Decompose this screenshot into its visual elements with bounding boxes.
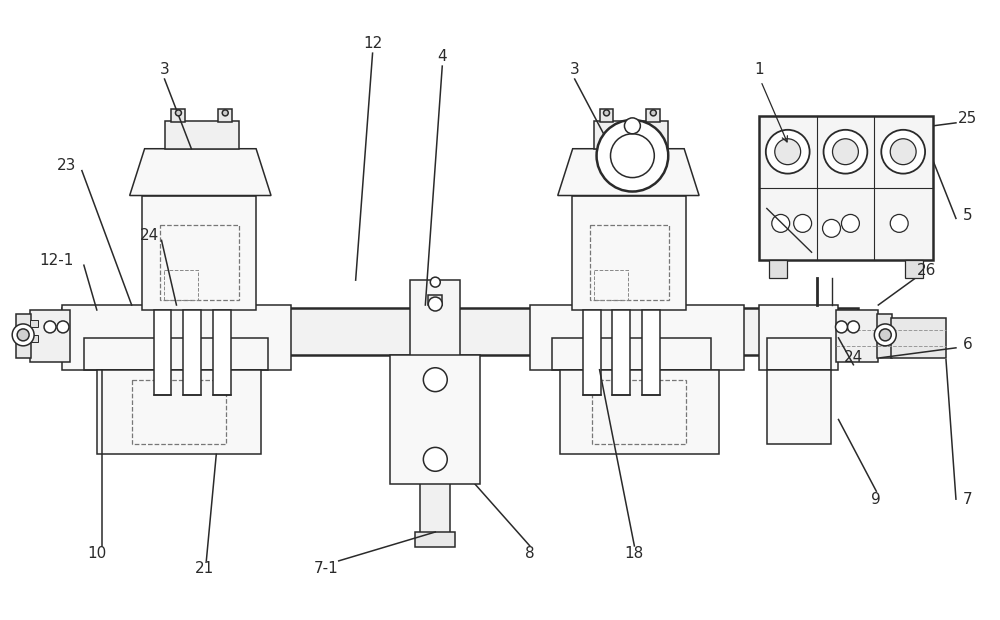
Text: 26: 26 <box>916 263 936 278</box>
Bar <box>165 121 239 149</box>
Bar <box>530 305 744 370</box>
Circle shape <box>624 118 640 134</box>
Bar <box>62 308 858 355</box>
Bar <box>560 370 719 454</box>
Circle shape <box>824 130 867 174</box>
Circle shape <box>772 215 790 232</box>
Bar <box>97 370 261 454</box>
Bar <box>767 338 831 370</box>
Text: 12-1: 12-1 <box>40 253 74 268</box>
Bar <box>183 310 201 394</box>
Text: 10: 10 <box>87 546 106 561</box>
Circle shape <box>44 321 56 333</box>
Text: 4: 4 <box>437 48 447 64</box>
Circle shape <box>17 329 29 341</box>
Circle shape <box>175 110 181 116</box>
Text: 24: 24 <box>844 350 863 365</box>
Bar <box>218 109 232 122</box>
Bar <box>905 260 923 278</box>
Polygon shape <box>558 149 699 195</box>
Bar <box>390 355 480 484</box>
Bar <box>410 280 460 360</box>
Bar <box>594 121 668 149</box>
Polygon shape <box>130 149 271 195</box>
Circle shape <box>430 277 440 287</box>
Text: 25: 25 <box>958 112 978 126</box>
Bar <box>600 109 613 122</box>
Text: 18: 18 <box>625 546 644 561</box>
Text: 5: 5 <box>963 208 973 223</box>
Bar <box>171 109 185 122</box>
Bar <box>30 320 38 327</box>
Circle shape <box>794 215 812 232</box>
Bar <box>642 310 660 394</box>
Bar <box>160 226 239 300</box>
Bar <box>16 314 31 358</box>
Circle shape <box>597 120 668 192</box>
Bar <box>594 270 628 300</box>
Circle shape <box>57 321 69 333</box>
Text: 1: 1 <box>754 61 764 77</box>
Bar <box>646 109 660 122</box>
Bar <box>590 226 669 300</box>
Circle shape <box>890 139 916 165</box>
Bar <box>583 310 601 394</box>
Text: 7: 7 <box>963 492 973 507</box>
Circle shape <box>775 139 801 165</box>
Circle shape <box>611 134 654 177</box>
Bar <box>420 479 450 534</box>
Bar <box>142 195 256 310</box>
Bar <box>572 195 686 310</box>
Circle shape <box>881 130 925 174</box>
Bar <box>612 310 630 394</box>
Text: 6: 6 <box>963 337 973 352</box>
Circle shape <box>650 110 656 116</box>
Bar <box>769 260 787 278</box>
Bar <box>891 318 946 358</box>
Bar <box>759 116 933 260</box>
Circle shape <box>604 110 610 116</box>
Text: 3: 3 <box>160 61 169 77</box>
Text: 7-1: 7-1 <box>313 561 338 577</box>
Bar <box>154 310 171 394</box>
Bar <box>62 305 291 370</box>
Bar <box>428 295 442 305</box>
Bar <box>759 305 838 370</box>
Bar <box>30 335 38 342</box>
Bar <box>767 370 831 445</box>
Circle shape <box>428 297 442 311</box>
Text: 9: 9 <box>871 492 881 507</box>
Circle shape <box>823 219 840 237</box>
Text: 24: 24 <box>140 228 159 243</box>
Circle shape <box>833 139 858 165</box>
Text: 3: 3 <box>570 61 580 77</box>
Bar <box>84 338 268 370</box>
Circle shape <box>874 324 896 346</box>
Bar <box>592 379 686 445</box>
Text: 21: 21 <box>195 561 214 577</box>
Bar <box>213 310 231 394</box>
Circle shape <box>222 110 228 116</box>
Circle shape <box>766 130 810 174</box>
Text: 23: 23 <box>57 158 77 173</box>
Circle shape <box>423 448 447 471</box>
Text: 8: 8 <box>525 546 535 561</box>
Circle shape <box>835 321 847 333</box>
Circle shape <box>841 215 859 232</box>
Bar <box>877 314 892 358</box>
Text: 12: 12 <box>363 36 382 51</box>
Circle shape <box>847 321 859 333</box>
Circle shape <box>890 215 908 232</box>
Bar <box>132 379 226 445</box>
Bar <box>164 270 198 300</box>
Bar <box>552 338 711 370</box>
Circle shape <box>879 329 891 341</box>
Bar <box>415 532 455 547</box>
Bar <box>30 310 70 361</box>
Circle shape <box>12 324 34 346</box>
Circle shape <box>423 368 447 392</box>
Bar <box>836 310 878 361</box>
